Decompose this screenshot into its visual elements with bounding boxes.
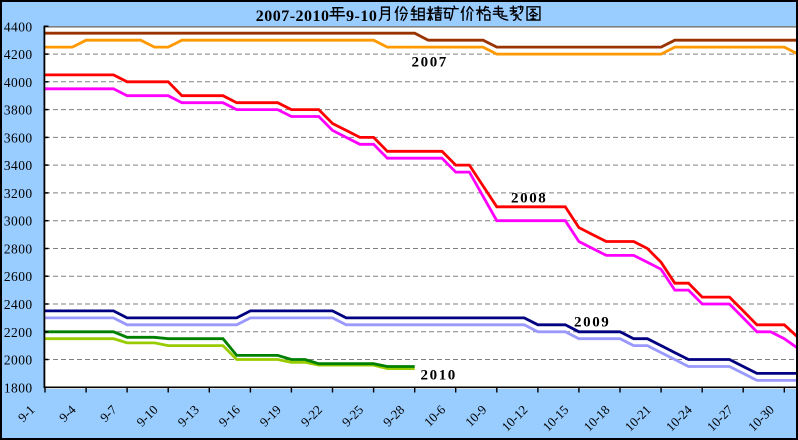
svg-text:2400: 2400 xyxy=(4,297,33,312)
svg-text:1800: 1800 xyxy=(4,380,33,395)
svg-text:2010: 2010 xyxy=(421,368,457,384)
svg-text:2007-2010: 2007-2010 xyxy=(256,8,330,25)
svg-text:4400: 4400 xyxy=(4,19,33,34)
svg-text:3000: 3000 xyxy=(4,214,33,229)
svg-text:3400: 3400 xyxy=(4,158,33,173)
svg-text:3800: 3800 xyxy=(4,103,33,118)
svg-text:2009: 2009 xyxy=(574,315,610,331)
svg-text:2007: 2007 xyxy=(412,55,448,71)
svg-text:9-10: 9-10 xyxy=(346,8,377,25)
svg-text:4200: 4200 xyxy=(4,47,33,62)
svg-text:3600: 3600 xyxy=(4,130,33,145)
svg-text:2600: 2600 xyxy=(4,269,33,284)
svg-text:2000: 2000 xyxy=(4,353,33,368)
svg-text:4000: 4000 xyxy=(4,75,33,90)
svg-text:2200: 2200 xyxy=(4,325,33,340)
svg-text:2800: 2800 xyxy=(4,242,33,257)
svg-text:2008: 2008 xyxy=(511,191,547,207)
svg-text:3200: 3200 xyxy=(4,186,33,201)
